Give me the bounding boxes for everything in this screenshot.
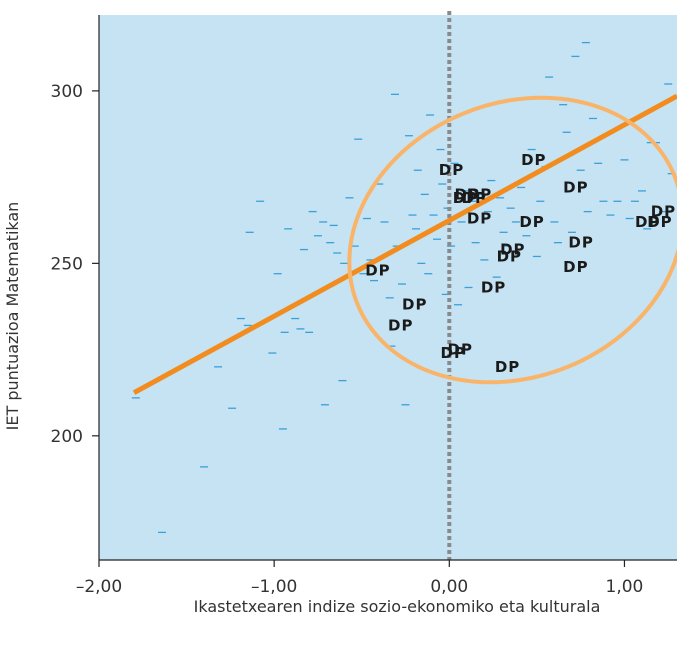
plot-area-background — [99, 15, 677, 560]
data-point-dp-label: DP — [497, 247, 522, 265]
confidence-ellipse — [347, 95, 677, 385]
data-point-dp-label: DP — [467, 210, 492, 228]
x-tick-label: –1,00 — [251, 577, 297, 597]
y-tick-label: 250 — [51, 254, 83, 274]
x-tick-label: 1,00 — [606, 577, 644, 597]
y-tick-label: 200 — [51, 427, 83, 447]
data-point-dp-label: DP — [402, 296, 427, 314]
ticks-layer: 200 250 300 –2,00 –1,00 0,00 1,00 — [51, 82, 644, 597]
regression-line — [132, 93, 677, 395]
data-point-dp-label: DP — [495, 358, 520, 376]
data-point-dp-label: DP — [467, 185, 492, 203]
data-point-dp-label: DP — [647, 213, 672, 231]
data-point-dp-label: DP — [521, 151, 546, 169]
data-point-dp-label: DP — [635, 213, 660, 231]
data-point-dp-label: DP — [519, 213, 544, 231]
data-point-dp-label: DP — [481, 279, 506, 297]
data-point-dp-label: DP — [568, 234, 593, 252]
data-point-dp-label: DP — [439, 161, 464, 179]
data-point-dp-label: DP — [388, 316, 413, 334]
data-point-dp-label: DP — [563, 258, 588, 276]
data-point-dp-label: DP — [500, 241, 525, 259]
dp-layer: DPDPDPDPDPDPDPDPDPDPDPDPDPDPDPDPDPDPDPDP… — [365, 151, 676, 376]
data-point-dp-label: DP — [455, 185, 480, 203]
x-axis-title: Ikastetxearen indize sozio-ekonomiko eta… — [194, 597, 601, 616]
data-point-dp-label: DP — [441, 344, 466, 362]
data-point-dp-label: DP — [365, 261, 390, 279]
data-point-dp-label: DP — [462, 189, 487, 207]
y-axis-title: IET puntuazioa Matematikan — [3, 202, 22, 431]
data-point-dp-label: DP — [651, 203, 676, 221]
y-tick-label: 300 — [51, 82, 83, 102]
data-point-dp-label: DP — [448, 341, 473, 359]
x-tick-label: 0,00 — [430, 577, 468, 597]
data-point-dp-label: DP — [453, 189, 478, 207]
data-point-dp-label: DP — [563, 178, 588, 196]
x-tick-label: –2,00 — [76, 577, 122, 597]
points-layer — [131, 41, 676, 534]
